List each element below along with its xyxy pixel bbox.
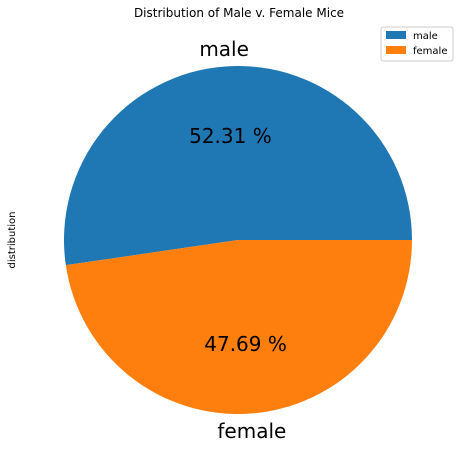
y-axis-label: distribution: [7, 212, 18, 269]
slice-percent-male: 52.31 %: [189, 124, 272, 148]
legend-label-female: female: [413, 46, 447, 57]
legend-swatch-male: [386, 31, 406, 39]
legend-swatch-female: [386, 46, 406, 54]
legend: male female: [380, 26, 454, 62]
slice-label-female: female: [217, 419, 286, 443]
pie-labels: male 52.31 % female 47.69 %: [189, 37, 287, 443]
chart-title: Distribution of Male v. Female Mice: [134, 6, 344, 20]
slice-percent-female: 47.69 %: [204, 332, 287, 356]
pie-slice-male: [63, 65, 412, 266]
slice-label-male: male: [199, 37, 249, 61]
pie-slice-female: [65, 240, 413, 414]
legend-label-male: male: [413, 31, 438, 42]
pie-slices: [63, 65, 413, 414]
